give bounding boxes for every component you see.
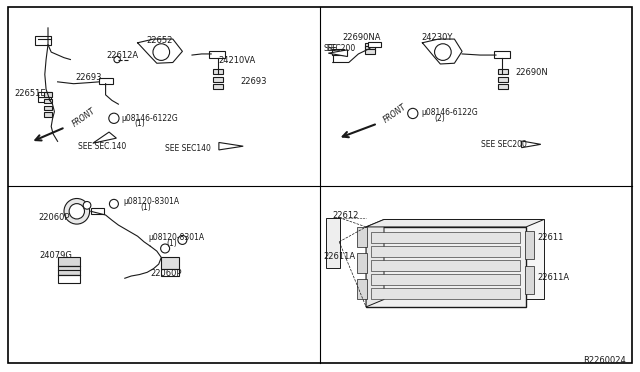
Bar [35,36,51,45]
Polygon shape [93,132,116,143]
Circle shape [178,235,187,244]
Bar [365,49,375,54]
Bar [58,257,80,266]
Text: 22612: 22612 [333,211,359,219]
Circle shape [408,108,418,119]
Text: 22060P: 22060P [150,269,182,278]
Circle shape [114,56,120,63]
Text: FRONT: FRONT [381,102,408,124]
Circle shape [161,244,170,253]
Bar [525,266,534,294]
Text: 24210VA: 24210VA [219,56,256,65]
Bar [494,51,510,58]
Polygon shape [366,219,384,307]
Text: 24230Y: 24230Y [421,33,452,42]
Text: 22611A: 22611A [323,252,355,261]
Bar [44,112,52,117]
Circle shape [153,44,170,60]
Polygon shape [328,50,348,57]
Text: µ08146-6122G: µ08146-6122G [421,108,478,117]
Text: 22612A: 22612A [106,51,138,60]
Bar [357,227,367,247]
Circle shape [435,44,451,60]
Text: 22693: 22693 [76,73,102,82]
Bar [525,231,534,259]
Bar [58,266,80,275]
Bar [209,51,225,58]
Bar [498,77,508,82]
Bar [366,227,526,307]
Bar [38,97,51,102]
Bar [357,253,367,273]
Polygon shape [219,142,243,150]
Bar [371,232,520,243]
Bar [365,43,375,48]
Bar [384,219,544,299]
Bar [213,84,223,89]
Text: 22690N: 22690N [515,68,548,77]
Text: SEE SEC140: SEE SEC140 [165,144,211,153]
Text: (1): (1) [166,239,177,248]
Text: SEE SEC.140: SEE SEC.140 [78,142,126,151]
Bar [371,260,520,271]
Text: SEC200: SEC200 [326,44,356,53]
Bar [371,288,520,299]
Bar [99,78,113,84]
Bar [213,77,223,82]
Text: µ08120-8301A: µ08120-8301A [123,197,179,206]
Bar [161,257,179,269]
Circle shape [64,199,90,224]
Text: R2260024: R2260024 [583,356,626,365]
Bar [38,92,51,97]
Polygon shape [366,219,544,227]
Text: 22690NA: 22690NA [342,33,381,42]
Text: 22611A: 22611A [538,273,570,282]
Circle shape [69,203,84,219]
Text: 22611: 22611 [538,233,564,242]
Bar [44,106,52,110]
Text: µ08146-6122G: µ08146-6122G [122,114,179,123]
Bar [326,218,340,268]
Bar [371,246,520,257]
Bar [365,46,375,51]
Text: 22651E: 22651E [14,89,45,98]
Text: (2): (2) [434,114,445,123]
Circle shape [109,199,118,208]
Bar [498,69,508,74]
Bar [357,279,367,299]
Bar [368,42,381,46]
Text: µ08120-8301A: µ08120-8301A [148,233,205,242]
Text: SEE SEC200: SEE SEC200 [481,140,527,149]
Bar [58,275,80,283]
Bar [332,49,344,55]
Text: (1): (1) [134,119,145,128]
Text: 24079G: 24079G [40,251,72,260]
Bar [44,99,52,103]
Circle shape [109,113,119,124]
Text: 22693: 22693 [240,77,266,86]
Text: SEE: SEE [323,44,337,53]
Bar [161,269,179,276]
Polygon shape [522,141,541,148]
Text: 22652: 22652 [146,36,172,45]
Bar [91,208,104,214]
Text: (1): (1) [141,203,152,212]
Bar [44,92,52,97]
Bar [213,69,223,74]
Bar [498,84,508,89]
Bar [371,274,520,285]
Circle shape [83,202,91,209]
Text: FRONT: FRONT [70,106,97,128]
Text: 22060P: 22060P [38,213,70,222]
